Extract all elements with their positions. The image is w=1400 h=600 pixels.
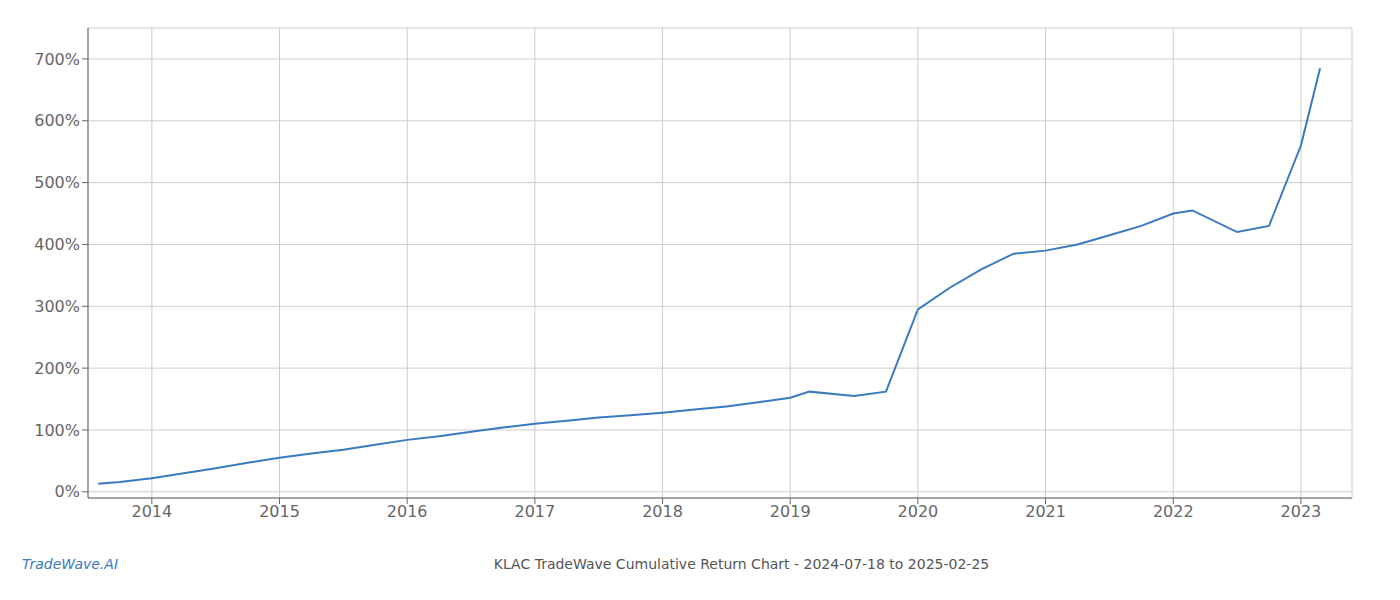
svg-text:2020: 2020 — [898, 502, 939, 521]
svg-text:2015: 2015 — [259, 502, 300, 521]
svg-text:500%: 500% — [34, 173, 80, 192]
svg-text:400%: 400% — [34, 235, 80, 254]
svg-text:300%: 300% — [34, 297, 80, 316]
svg-text:2023: 2023 — [1281, 502, 1322, 521]
svg-text:2021: 2021 — [1025, 502, 1066, 521]
svg-text:200%: 200% — [34, 359, 80, 378]
svg-text:2022: 2022 — [1153, 502, 1194, 521]
svg-text:100%: 100% — [34, 421, 80, 440]
svg-text:2018: 2018 — [642, 502, 683, 521]
svg-text:2016: 2016 — [387, 502, 428, 521]
svg-text:600%: 600% — [34, 111, 80, 130]
svg-text:2014: 2014 — [131, 502, 172, 521]
svg-text:2019: 2019 — [770, 502, 811, 521]
svg-text:0%: 0% — [55, 482, 80, 501]
html-text:TradeWave.AI: TradeWave.AI — [22, 556, 118, 572]
svg-text:2017: 2017 — [515, 502, 556, 521]
html-text:KLAC TradeWave Cumulative Retu: KLAC TradeWave Cumulative Return Chart -… — [493, 556, 990, 572]
svg-text:700%: 700% — [34, 50, 80, 69]
